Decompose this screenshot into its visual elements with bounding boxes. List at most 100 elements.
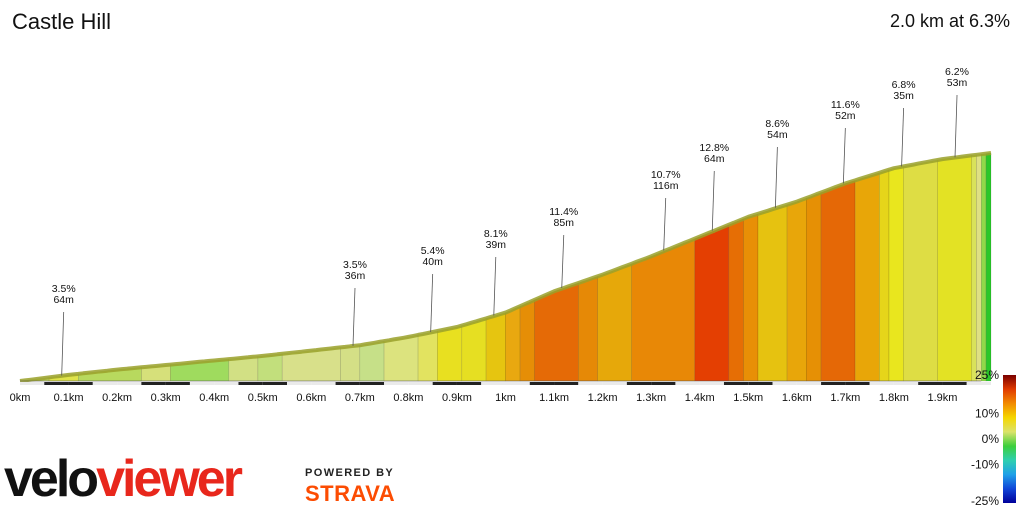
annotation-leader-line — [430, 273, 434, 332]
axis-bar — [189, 382, 215, 385]
profile-segment — [340, 344, 361, 382]
annotation-grade: 10.7% — [651, 169, 681, 181]
axis-bar — [942, 382, 967, 385]
axis-bar — [238, 382, 263, 385]
annotation-length: 116m — [653, 180, 679, 192]
x-tick-label: 0.2km — [102, 392, 132, 404]
powered-by-label: POWERED BY — [305, 467, 395, 479]
x-tick-label: 1.8km — [879, 392, 909, 404]
legend-label: 0% — [982, 432, 1000, 446]
x-tick-label: 0.4km — [199, 392, 229, 404]
axis-bar — [456, 382, 482, 385]
x-tick-label: 0.6km — [296, 392, 326, 404]
annotation-leader-line — [352, 287, 356, 346]
axis-bar — [821, 382, 846, 385]
profile-segment — [786, 197, 807, 382]
annotation-grade: 3.5% — [343, 259, 367, 271]
axis-bar — [481, 382, 506, 385]
profile-segment — [519, 299, 535, 382]
profile-segment — [485, 312, 506, 382]
climb-summary: 2.0 km at 6.3% — [889, 11, 1010, 31]
axis-bar — [335, 382, 360, 385]
profile-segment — [728, 218, 744, 382]
annotation-length: 39m — [486, 239, 507, 251]
annotation-leader-line — [711, 170, 715, 231]
powered-by-strava[interactable]: POWERED BY STRAVA — [305, 467, 395, 507]
profile-top-edge — [19, 151, 992, 383]
axis-bar — [918, 382, 943, 385]
profile-segment — [694, 224, 730, 382]
logo-velo: velo — [4, 450, 99, 508]
annotation-grade: 6.8% — [892, 79, 916, 91]
axis-bar — [505, 382, 530, 385]
x-tick-label: 0km — [10, 392, 31, 404]
annotation-leader-line — [774, 146, 778, 208]
climb-title: Castle Hill — [12, 9, 112, 34]
x-tick-label: 0.7km — [345, 392, 375, 404]
axis-bar — [92, 382, 118, 385]
axis-bar — [554, 382, 579, 385]
annotation-leader-line — [842, 127, 846, 184]
legend-label: 25% — [975, 368, 999, 382]
legend-label: -10% — [971, 458, 999, 472]
x-tick-label: 1.5km — [733, 392, 763, 404]
axis-bar — [651, 382, 676, 385]
annotation-length: 36m — [345, 270, 366, 282]
profile-segment — [854, 172, 880, 382]
profile-segment — [461, 317, 487, 382]
logo-viewer: viewer — [96, 450, 243, 508]
profile-segment — [820, 179, 856, 382]
x-tick-label: 0.5km — [248, 392, 278, 404]
annotation-length: 35m — [893, 90, 914, 102]
x-tick-label: 0.9km — [442, 392, 472, 404]
axis-bar — [432, 382, 457, 385]
axis-bar — [141, 382, 166, 385]
axis-bar — [287, 382, 312, 385]
annotation-grade: 6.2% — [945, 66, 969, 78]
x-tick-label: 1km — [495, 392, 516, 404]
profile-segment — [597, 263, 633, 382]
axis-bar — [214, 382, 239, 385]
annotation-length: 53m — [947, 77, 968, 89]
annotation-grade: 12.8% — [699, 142, 729, 154]
distance-axis: 0km 0.1km 0.2km 0.3km 0.4km 0.5km 0.6km 0.7km 0.… — [10, 382, 991, 404]
axis-bar — [359, 382, 385, 385]
annotation-length: 85m — [554, 217, 575, 229]
axis-bar — [748, 382, 773, 385]
x-tick-label: 1.2km — [588, 392, 618, 404]
axis-bar — [262, 382, 288, 385]
x-tick-label: 1.9km — [927, 392, 957, 404]
axis-bar — [893, 382, 919, 385]
annotation-leader-line — [561, 234, 565, 288]
profile-segment — [577, 275, 599, 382]
x-tick-label: 1.7km — [830, 392, 860, 404]
annotation-grade: 8.1% — [484, 228, 508, 240]
legend-label: 10% — [975, 406, 999, 420]
axis-bar — [869, 382, 894, 385]
axis-bar — [165, 382, 190, 385]
veloviewer-logo[interactable]: veloviewer — [4, 448, 243, 510]
profile-segment — [985, 152, 992, 382]
annotation-grade: 8.6% — [765, 118, 789, 130]
profile-segment — [980, 153, 987, 382]
annotation-grade: 5.4% — [421, 245, 445, 257]
axis-bar — [675, 382, 700, 385]
strava-logo: STRAVA — [305, 481, 396, 506]
axis-bar — [723, 382, 749, 385]
axis-bar — [68, 382, 93, 385]
axis-bar — [966, 382, 991, 385]
profile-segment — [743, 213, 759, 382]
annotation-leader-line — [493, 256, 497, 316]
axis-bar — [20, 382, 45, 385]
axis-bar — [699, 382, 724, 385]
annotation-grade: 11.6% — [831, 99, 860, 111]
x-tick-label: 0.3km — [151, 392, 181, 404]
profile-outline — [19, 151, 992, 383]
profile-segments — [19, 152, 992, 382]
x-tick-label: 1.6km — [782, 392, 812, 404]
axis-bar — [772, 382, 797, 385]
axis-bar — [311, 382, 336, 385]
annotation-leader-line — [954, 94, 958, 158]
profile-segment — [359, 340, 385, 382]
